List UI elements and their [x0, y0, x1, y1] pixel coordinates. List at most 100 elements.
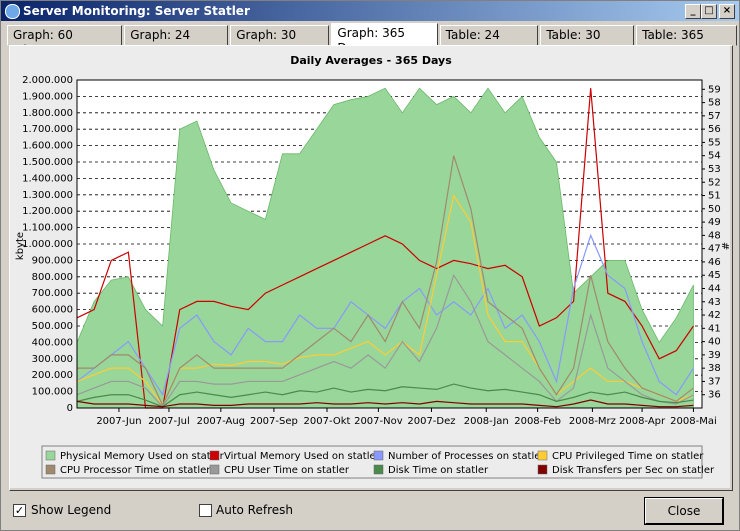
title-bar: Server Monitoring: Server Statler _ □ ×: [1, 1, 739, 21]
y2-tick-label: 37: [708, 376, 721, 387]
y-tick-label: 1.800.000: [22, 108, 73, 119]
y2-tick-label: 50: [708, 204, 721, 215]
line: [76, 233, 694, 397]
legend-swatch: [537, 464, 548, 475]
app-icon: [5, 4, 20, 19]
x-tick-label: 2008-Jan: [464, 416, 509, 427]
y-tick-label: 1.000.000: [22, 239, 73, 250]
y2-tick-label: 46: [708, 257, 721, 268]
line: [76, 399, 694, 408]
y2-tick-label: 58: [708, 98, 721, 109]
y2-tick-label: 39: [708, 350, 721, 361]
chart: Daily Averages - 365 Days kbyte # 0 100.0…: [10, 46, 730, 488]
minimize-button[interactable]: _: [685, 4, 701, 19]
x-tick-label: 2007-Dez: [407, 416, 455, 427]
y-tick-label: 1.100.000: [22, 223, 73, 234]
y-tick-label: 1.900.000: [22, 91, 73, 102]
chart-panel: Daily Averages - 365 Days kbyte # 0 100.0…: [9, 45, 733, 491]
tab[interactable]: Graph: 365 Days: [331, 23, 438, 55]
legend-swatch: [373, 464, 384, 475]
y-tick-label: 1.500.000: [22, 157, 73, 168]
y2-tick-label: 45: [708, 270, 721, 281]
y-tick-label: 1.600.000: [22, 141, 73, 152]
legend-swatch: [373, 450, 384, 461]
tab[interactable]: Graph: 24 Hours: [124, 25, 229, 57]
y2-tick-label: 38: [708, 363, 721, 374]
y2-tick-label: 54: [708, 151, 721, 162]
x-tick-label: 2008-Apr: [619, 416, 666, 427]
tab[interactable]: Table: 30 Days: [540, 25, 635, 57]
x-tick-label: 2007-Jul: [148, 416, 190, 427]
close-button[interactable]: Close: [645, 498, 723, 524]
legend-swatch: [45, 464, 56, 475]
plot-border: [76, 79, 703, 409]
x-tick-label: 2007-Aug: [197, 416, 245, 427]
y-tick-label: 200.000: [32, 370, 73, 381]
y-tick-label: 800.000: [32, 272, 73, 283]
y-tick-label: 1.300.000: [22, 190, 73, 201]
y-tick-label: 2.000.000: [22, 75, 73, 86]
auto-refresh-label[interactable]: Auto Refresh: [216, 503, 293, 517]
tab[interactable]: Table: 365 Days: [636, 25, 737, 57]
y2-tick-label: 42: [708, 310, 721, 321]
show-legend-checkbox[interactable]: ✓: [13, 504, 26, 517]
y2-tick-label: 47: [708, 244, 721, 255]
y2-tick-label: 49: [708, 217, 721, 228]
y2-axis-label: #: [721, 242, 730, 250]
y-tick-label: 500.000: [32, 321, 73, 332]
y-tick-label: 300.000: [32, 354, 73, 365]
y2-tick-label: 53: [708, 164, 721, 175]
area: [76, 87, 694, 409]
y2-tick-label: 43: [708, 297, 721, 308]
line: [76, 88, 694, 409]
legend-label: CPU User Time on statler: [224, 465, 350, 476]
tab[interactable]: Graph: 60 Minutes: [7, 25, 123, 57]
y2-tick-label: 48: [708, 230, 721, 241]
legend-label: Virtual Memory Used on statler: [224, 451, 381, 462]
legend-swatch: [209, 450, 220, 461]
tab[interactable]: Graph: 30 Days: [230, 25, 330, 57]
y-tick-label: 1.400.000: [22, 173, 73, 184]
y2-tick-label: 56: [708, 124, 721, 135]
y-tick-label: 900.000: [32, 255, 73, 266]
chart-title: Daily Averages - 365 Days: [290, 54, 452, 67]
legend-label: CPU Processor Time on statler: [60, 465, 211, 476]
legend-box: [41, 445, 703, 479]
y2-tick-label: 52: [708, 177, 721, 188]
maximize-button[interactable]: □: [701, 4, 717, 19]
legend-label: Number of Processes on statler: [388, 451, 545, 462]
y2-tick-label: 51: [708, 191, 721, 202]
y-tick-label: 100.000: [32, 387, 73, 398]
y-tick-label: 600.000: [32, 305, 73, 316]
y-tick-label: 400.000: [32, 337, 73, 348]
legend-label: Disk Transfers per Sec on statler: [552, 465, 715, 476]
show-legend-label[interactable]: Show Legend: [31, 503, 112, 517]
legend-label: Disk Time on statler: [388, 465, 489, 476]
y-tick-label: 0: [67, 403, 73, 414]
x-tick-label: 2007-Okt: [304, 416, 351, 427]
x-tick-label: 2008-Feb: [514, 416, 561, 427]
y2-tick-label: 44: [708, 283, 721, 294]
y2-tick-label: 36: [708, 390, 721, 401]
tab[interactable]: Table: 24 Hours: [439, 25, 539, 57]
line: [76, 273, 694, 408]
x-tick-label: 2008-Mrz: [569, 416, 616, 427]
line: [76, 383, 694, 408]
y-tick-label: 1.200.000: [22, 206, 73, 217]
y-tick-label: 700.000: [32, 288, 73, 299]
auto-refresh-checkbox[interactable]: [199, 504, 212, 517]
x-tick-label: 2007-Jun: [96, 416, 141, 427]
x-tick-label: 2008-Mai: [670, 416, 717, 427]
legend-label: CPU Privileged Time on statler: [552, 451, 704, 462]
tab-bar: Graph: 60 Minutes Graph: 24 Hours Graph: 3…: [7, 23, 739, 57]
window-title: Server Monitoring: Server Statler: [23, 4, 250, 18]
line: [77, 155, 694, 407]
y-tick-label: 1.700.000: [22, 124, 73, 135]
close-window-button[interactable]: ×: [719, 4, 735, 19]
legend-label: Physical Memory Used on statler: [60, 451, 225, 462]
legend-swatch: [209, 464, 220, 475]
x-tick-label: 2007-Nov: [354, 416, 403, 427]
y2-tick-label: 55: [708, 137, 721, 148]
x-tick-label: 2007-Sep: [250, 416, 298, 427]
